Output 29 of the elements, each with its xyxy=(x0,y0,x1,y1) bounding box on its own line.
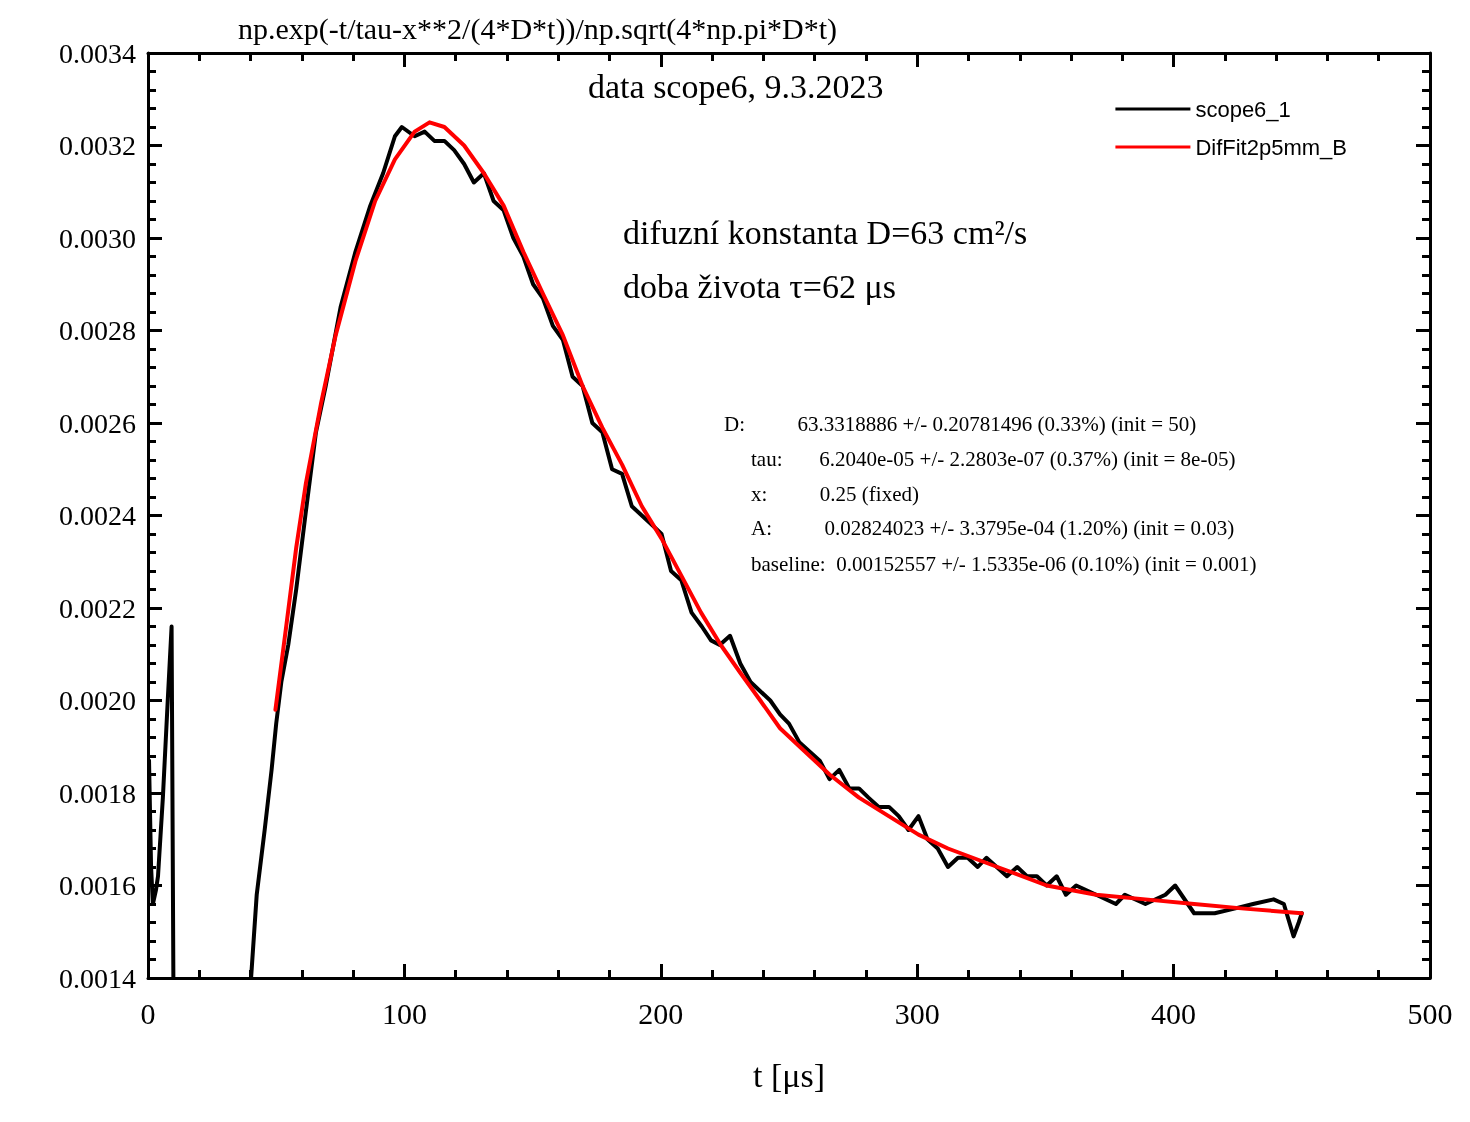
annotation: difuzní konstanta D=63 cm²/s xyxy=(623,214,1028,252)
y-tick-label: 0.0034 xyxy=(59,37,136,69)
annotation: D: 63.3318886 +/- 0.20781496 (0.33%) (init = 50) xyxy=(724,411,1197,436)
x-tick-label: 200 xyxy=(638,996,684,1030)
x-tick-label: 400 xyxy=(1151,996,1197,1030)
y-tick-label: 0.0020 xyxy=(59,685,136,716)
x-tick-label: 300 xyxy=(894,996,940,1030)
y-tick-label: 0.0032 xyxy=(59,130,136,161)
x-axis-title: t [μs] xyxy=(752,1056,826,1094)
annotation: tau: 6.2040e-05 +/- 2.2803e-07 (0.37%) (init = 8e-05) xyxy=(751,446,1236,471)
legend-label: scope6_1 xyxy=(1195,96,1291,122)
annotation: baseline: 0.00152557 +/- 1.5335e-06 (0.10%) (init = 0.001) xyxy=(751,551,1257,576)
legend-label: DifFit2p5mm_B xyxy=(1195,134,1347,160)
annotation: doba života τ=62 μs xyxy=(623,268,896,306)
y-tick-label: 0.0022 xyxy=(59,592,136,624)
annotation: data scope6, 9.3.2023 xyxy=(588,68,884,106)
x-tick-label: 0 xyxy=(140,996,156,1030)
x-tick-label: 500 xyxy=(1407,996,1453,1030)
y-tick-label: 0.0030 xyxy=(59,222,136,254)
y-tick-label: 0.0028 xyxy=(59,315,136,346)
y-tick-label: 0.0026 xyxy=(59,407,136,439)
y-tick-label: 0.0018 xyxy=(59,777,136,809)
annotation: A: 0.02824023 +/- 3.3795e-04 (1.20%) (init = 0.03) xyxy=(751,515,1235,540)
y-tick-label: 0.0014 xyxy=(59,962,136,994)
annotation: x: 0.25 (fixed) xyxy=(751,481,919,506)
y-tick-label: 0.0024 xyxy=(59,500,136,531)
chart-title: np.exp(-t/tau-x**2/(4*D*t))/np.sqrt(4*np.pi*D*t) xyxy=(238,11,838,46)
x-tick-label: 100 xyxy=(381,996,427,1030)
y-tick-label: 0.0016 xyxy=(59,870,136,901)
